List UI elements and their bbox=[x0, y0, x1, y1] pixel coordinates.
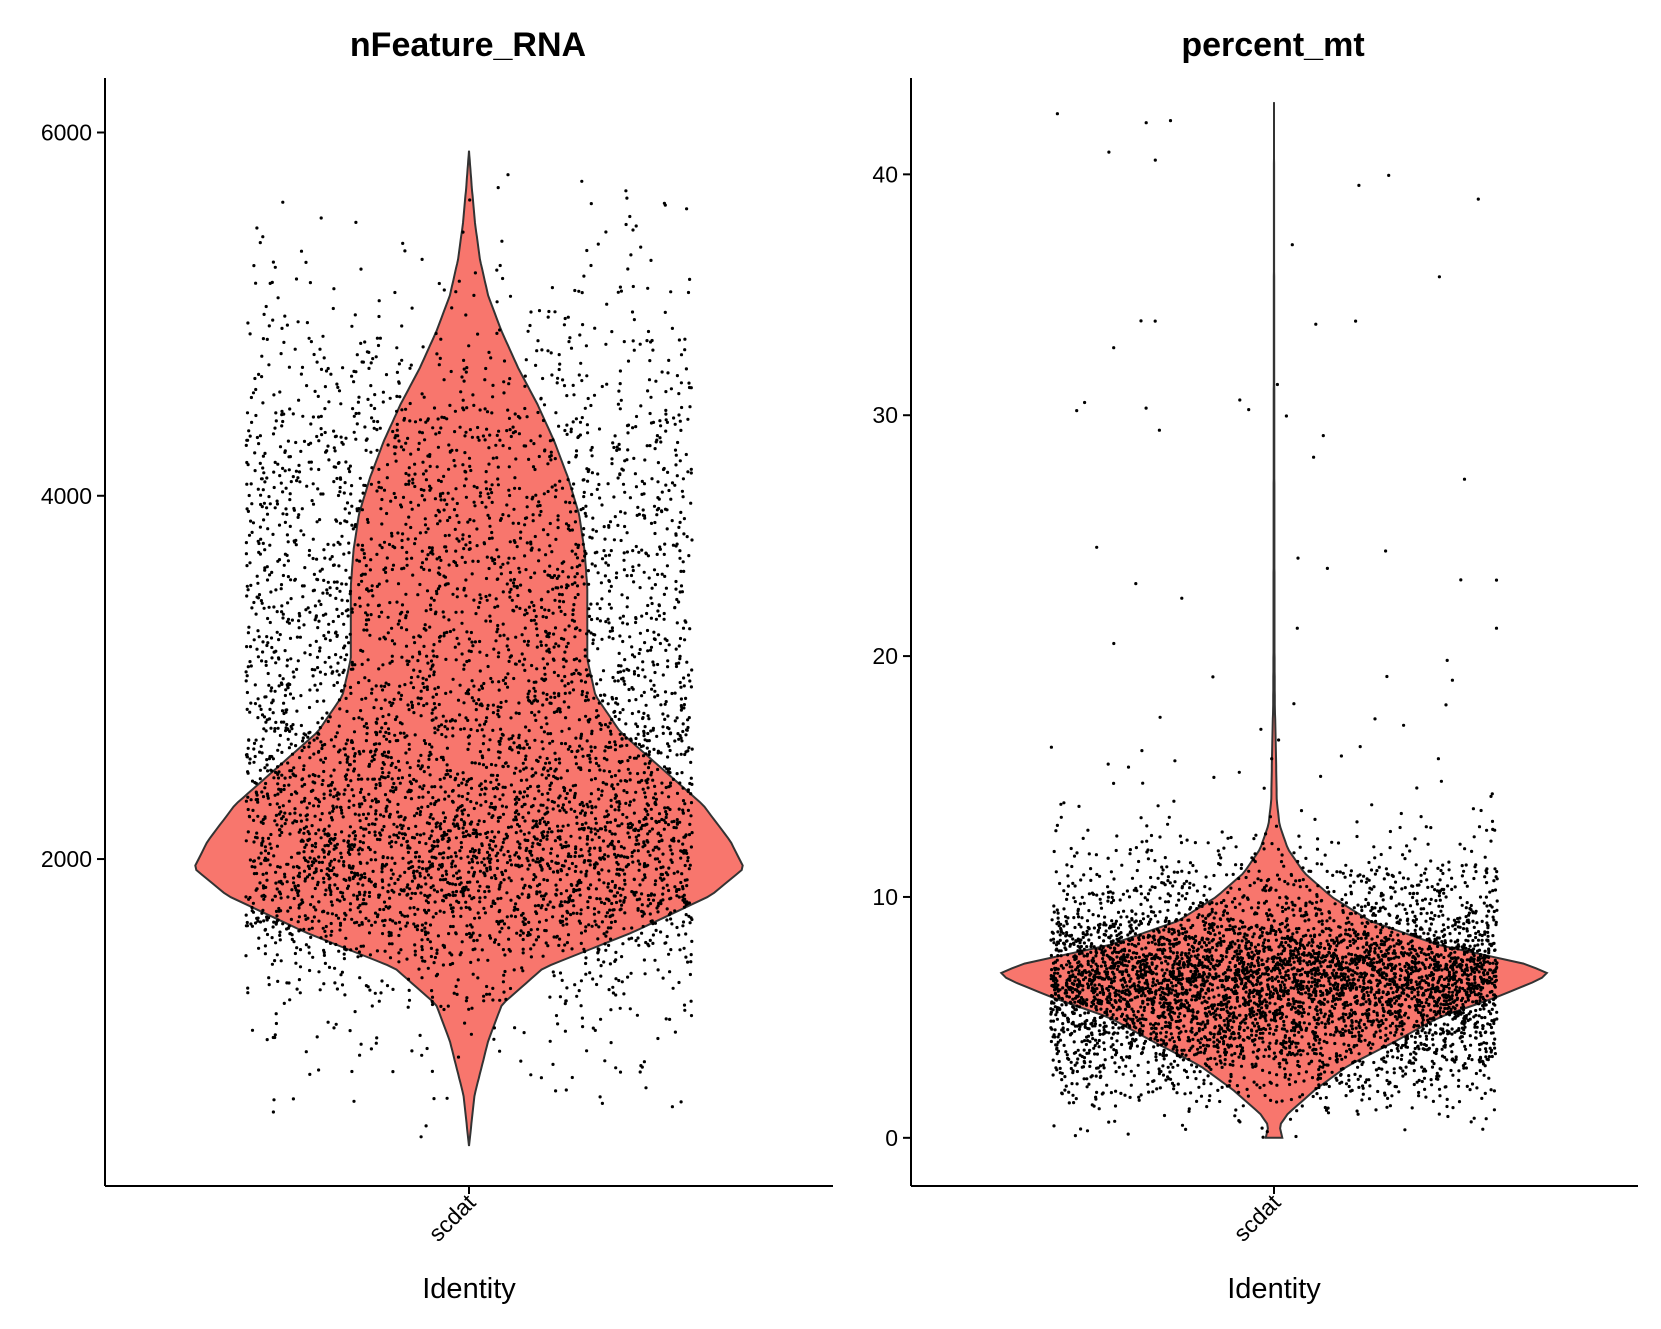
violin-shape bbox=[194, 150, 744, 1147]
jitter-points bbox=[1049, 112, 1499, 1139]
y-tick-label: 40 bbox=[872, 161, 898, 187]
y-axis-ticks: 2000 4000 6000 bbox=[41, 119, 105, 872]
y-tick-label: 20 bbox=[872, 643, 898, 669]
plot-area bbox=[999, 102, 1549, 1139]
plot-title: percent_mt bbox=[1181, 26, 1364, 64]
y-axis-ticks: 0 10 20 30 40 bbox=[872, 161, 911, 1151]
jitter-point-cloud bbox=[244, 173, 694, 1139]
y-tick-label: 4000 bbox=[41, 483, 92, 509]
plot-area bbox=[194, 150, 744, 1147]
y-tick-label: 30 bbox=[872, 402, 898, 428]
x-axis-ticks: scdat bbox=[423, 1186, 481, 1246]
y-tick-label: 0 bbox=[885, 1125, 898, 1151]
jitter-points bbox=[244, 173, 694, 1139]
plot-title: nFeature_RNA bbox=[350, 26, 586, 64]
x-axis-ticks: scdat bbox=[1228, 1186, 1286, 1246]
x-axis-label: Identity bbox=[422, 1273, 516, 1305]
x-tick-label: scdat bbox=[423, 1189, 481, 1247]
jitter-point-cloud bbox=[1049, 112, 1499, 1139]
violin-shape bbox=[999, 102, 1549, 1139]
x-tick-label: scdat bbox=[1228, 1189, 1286, 1247]
y-tick-label: 10 bbox=[872, 884, 898, 910]
panel-nfeature-rna: nFeature_RNA 2000 4000 6000 scdat Identity bbox=[41, 26, 833, 1305]
x-axis-label: Identity bbox=[1227, 1273, 1321, 1305]
y-tick-label: 6000 bbox=[41, 119, 92, 145]
y-tick-label: 2000 bbox=[41, 846, 92, 872]
panel-percent-mt: percent_mt 0 10 20 30 40 scdat Identity bbox=[872, 26, 1638, 1305]
